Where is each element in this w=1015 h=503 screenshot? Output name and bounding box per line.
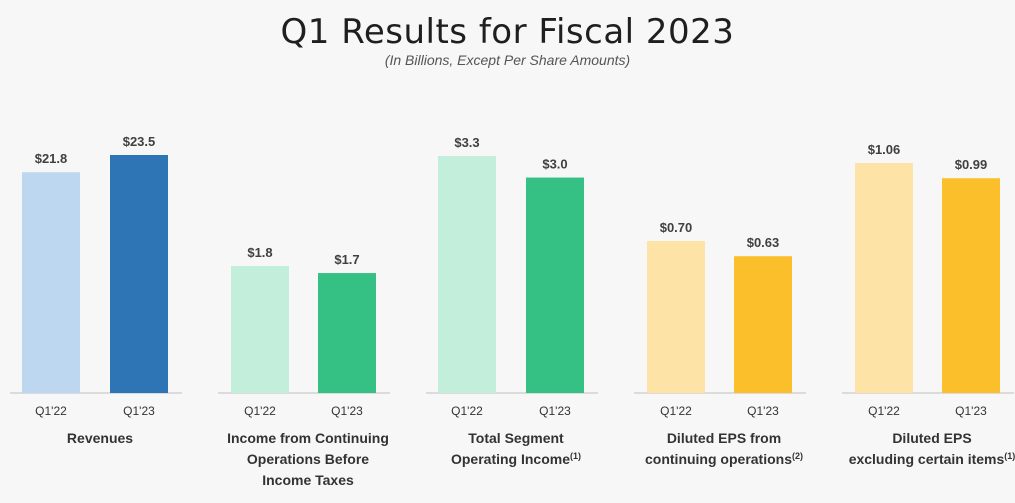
group-label: Total Segment [468, 430, 564, 446]
data-label: $0.99 [955, 157, 988, 172]
bar-group-2: $1.8 Q1'22 $1.7 Q1'23 Income from Continuing… [218, 245, 390, 488]
bar-group-1: $21.8 Q1'22 $23.5 Q1'23 Revenues [10, 134, 182, 446]
tick-label: Q1'22 [660, 404, 692, 418]
data-label: $1.7 [334, 252, 359, 267]
bar-Q122 [22, 172, 80, 393]
tick-label: Q1'23 [955, 404, 987, 418]
data-label: $1.8 [247, 245, 272, 260]
tick-label: Q1'22 [244, 404, 276, 418]
group-label: Diluted EPS from [667, 430, 781, 446]
tick-label: Q1'23 [123, 404, 155, 418]
tick-label: Q1'22 [451, 404, 483, 418]
data-label: $0.63 [747, 235, 780, 250]
bar-Q122 [231, 266, 289, 393]
group-label: Operations Before [247, 451, 369, 467]
tick-label: Q1'23 [747, 404, 779, 418]
group-label: Income from Continuing [227, 430, 389, 446]
footnote-marker: (1) [570, 451, 581, 461]
chart-subtitle: (In Billions, Except Per Share Amounts) [384, 52, 631, 68]
data-label: $23.5 [123, 134, 156, 149]
data-label: $3.0 [542, 157, 567, 172]
tick-label: Q1'23 [539, 404, 571, 418]
bar-Q122 [855, 163, 913, 393]
bar-Q123 [734, 256, 792, 393]
group-label: excluding certain items(1) [849, 451, 1015, 467]
tick-label: Q1'23 [331, 404, 363, 418]
group-label: Operating Income(1) [451, 451, 581, 467]
group-label: continuing operations(2) [645, 451, 803, 467]
bar-Q122 [647, 241, 705, 393]
bar-group-3: $3.3 Q1'22 $3.0 Q1'23 Total Segment Operating… [426, 135, 598, 467]
data-label: $21.8 [35, 151, 68, 166]
bar-group-4: $0.70 Q1'22 $0.63 Q1'23 Diluted EPS from cont… [634, 220, 806, 467]
bar-Q123 [318, 273, 376, 393]
bar-Q122 [438, 156, 496, 393]
bar-Q123 [110, 155, 168, 393]
group-label: Revenues [67, 430, 133, 446]
bar-Q123 [526, 177, 584, 393]
chart-title: Q1 Results for Fiscal 2023 [280, 12, 735, 52]
tick-label: Q1'22 [35, 404, 67, 418]
group-label: Diluted EPS [892, 430, 971, 446]
tick-label: Q1'22 [868, 404, 900, 418]
bar-Q123 [942, 178, 1000, 393]
footnote-marker: (1) [1004, 451, 1015, 461]
bar-group-5: $1.06 Q1'22 $0.99 Q1'23 Diluted EPS excluding… [842, 142, 1015, 467]
data-label: $1.06 [868, 142, 901, 157]
group-label: Income Taxes [262, 472, 354, 488]
footnote-marker: (2) [792, 451, 803, 461]
data-label: $3.3 [454, 135, 479, 150]
data-label: $0.70 [660, 220, 693, 235]
